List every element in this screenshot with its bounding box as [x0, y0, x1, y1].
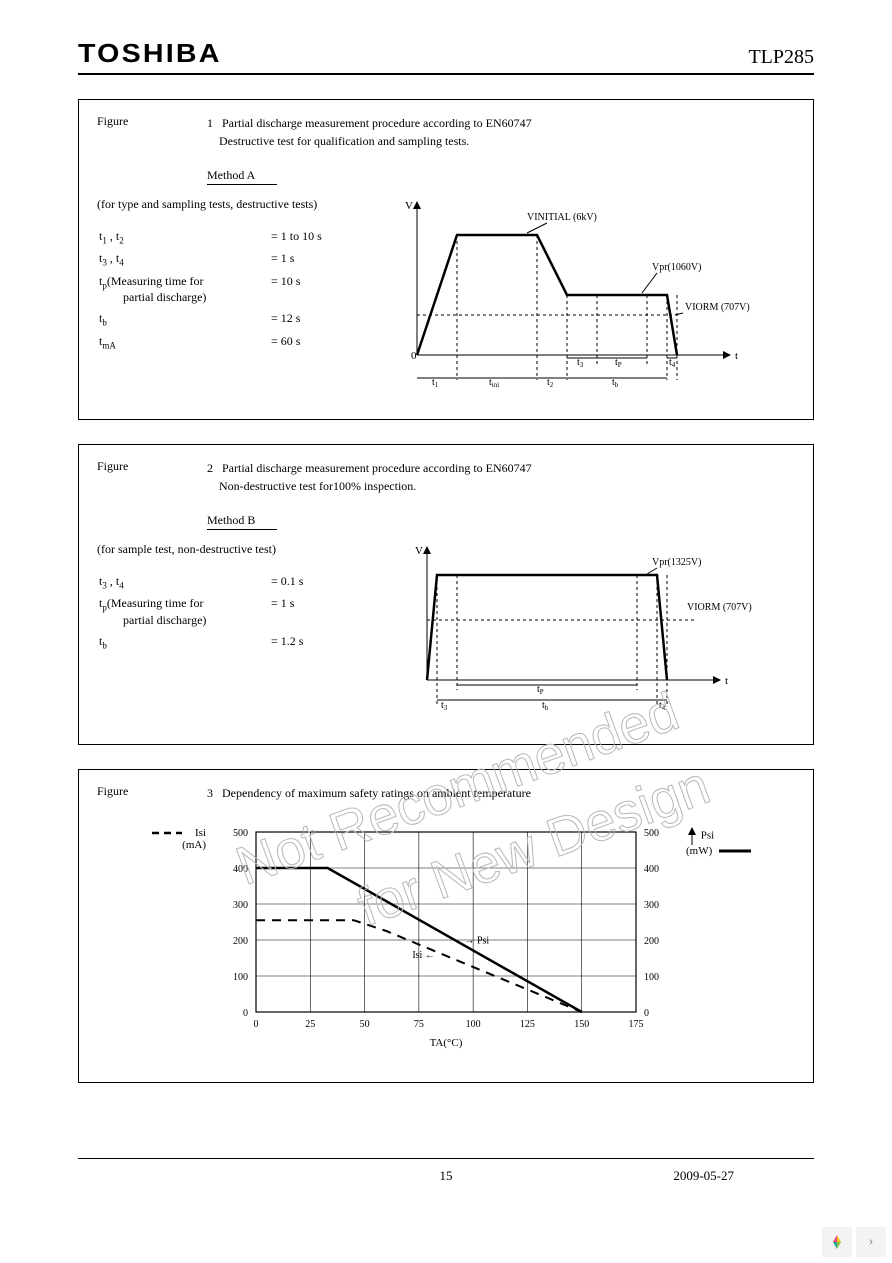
figure-1-caption-1: 1 Partial discharge measurement procedur… — [207, 114, 795, 132]
svg-text:t2: t2 — [547, 377, 554, 389]
svg-text:0: 0 — [644, 1008, 649, 1019]
svg-text:175: 175 — [629, 1019, 644, 1030]
figure-2-caption-1: 2 Partial discharge measurement procedur… — [207, 459, 795, 477]
svg-text:0: 0 — [243, 1008, 248, 1019]
svg-text:25: 25 — [305, 1019, 315, 1030]
svg-text:t4: t4 — [659, 700, 666, 712]
svg-text:125: 125 — [520, 1019, 535, 1030]
figure-2-label: Figure — [97, 459, 207, 495]
svg-text:VIORM (707V): VIORM (707V) — [685, 302, 750, 313]
method-b-heading: Method B — [207, 513, 277, 530]
svg-text:500: 500 — [644, 828, 659, 839]
svg-text:0: 0 — [254, 1019, 259, 1030]
figure-1-note: (for type and sampling tests, destructiv… — [97, 195, 397, 213]
svg-text:Isi ←: Isi ← — [412, 950, 435, 961]
svg-text:tP: tP — [537, 684, 544, 696]
svg-text:tb: tb — [542, 700, 549, 712]
figure-3-chart: 0255075100125150175001001002002003003004… — [206, 822, 686, 1052]
svg-text:V: V — [405, 200, 413, 212]
svg-text:100: 100 — [466, 1019, 481, 1030]
svg-text:100: 100 — [644, 972, 659, 983]
corner-logo-icon[interactable] — [822, 1227, 852, 1257]
svg-text:Vpr(1325V): Vpr(1325V) — [652, 557, 701, 568]
svg-text:300: 300 — [233, 900, 248, 911]
figure-2-box: Figure 2 Partial discharge measurement p… — [78, 444, 814, 745]
svg-text:300: 300 — [644, 900, 659, 911]
svg-text:200: 200 — [233, 936, 248, 947]
figure-3-label: Figure — [97, 784, 207, 802]
svg-text:0: 0 — [411, 350, 417, 362]
svg-text:50: 50 — [360, 1019, 370, 1030]
figure-1-params: t1 , t2= 1 to 10 s t3 , t4= 1 s tp(Measu… — [97, 225, 324, 354]
svg-text:→ Psi: → Psi — [464, 936, 489, 947]
svg-text:tini: tini — [489, 377, 499, 389]
corner-next-icon[interactable]: › — [856, 1227, 886, 1257]
svg-text:t: t — [725, 675, 728, 687]
figure-3-right-legend: Psi(mW) — [686, 822, 756, 857]
figure-3-left-legend: Isi(mA) — [136, 822, 206, 851]
svg-text:t3: t3 — [577, 357, 584, 369]
svg-text:400: 400 — [233, 864, 248, 875]
svg-text:tP: tP — [615, 357, 622, 369]
svg-text:200: 200 — [644, 936, 659, 947]
svg-text:400: 400 — [644, 864, 659, 875]
svg-text:t: t — [735, 350, 738, 362]
svg-text:t3: t3 — [441, 700, 448, 712]
part-number: TLP285 — [748, 46, 814, 69]
figure-1-label: Figure — [97, 114, 207, 150]
page-header: TOSHIBA TLP285 — [78, 38, 814, 75]
figure-1-caption-2: Destructive test for qualification and s… — [207, 132, 795, 150]
svg-text:TA(°C): TA(°C) — [430, 1037, 463, 1049]
page-date: 2009-05-27 — [673, 1168, 734, 1184]
svg-text:VINITIAL (6kV): VINITIAL (6kV) — [527, 212, 597, 223]
figure-2-params: t3 , t4= 0.1 s tp(Measuring time for par… — [97, 570, 305, 654]
figure-3-box: Figure 3 Dependency of maximum safety ra… — [78, 769, 814, 1083]
svg-text:100: 100 — [233, 972, 248, 983]
figure-1-box: Figure 1 Partial discharge measurement p… — [78, 99, 814, 420]
svg-text:V: V — [415, 545, 423, 557]
svg-text:Vpr(1060V): Vpr(1060V) — [652, 262, 701, 273]
method-a-heading: Method A — [207, 168, 277, 185]
figure-3-caption: 3 Dependency of maximum safety ratings o… — [207, 784, 795, 802]
page-number: 15 — [440, 1168, 453, 1184]
figure-1-graph: V t 0 VINITIAL (6kV) — [397, 195, 767, 395]
svg-text:t1: t1 — [432, 377, 439, 389]
brand-logo: TOSHIBA — [78, 38, 222, 69]
svg-text:75: 75 — [414, 1019, 424, 1030]
svg-text:500: 500 — [233, 828, 248, 839]
corner-nav: › — [822, 1227, 886, 1257]
figure-2-caption-2: Non-destructive test for100% inspection. — [207, 477, 795, 495]
figure-2-note: (for sample test, non-destructive test) — [97, 540, 397, 558]
svg-text:VIORM (707V): VIORM (707V) — [687, 602, 752, 613]
svg-text:tb: tb — [612, 377, 619, 389]
figure-2-graph: V t Vpr(1325V) VIORM (707V) — [397, 540, 767, 720]
footer-rule — [78, 1158, 814, 1159]
svg-text:150: 150 — [574, 1019, 589, 1030]
svg-text:t4: t4 — [669, 357, 676, 369]
